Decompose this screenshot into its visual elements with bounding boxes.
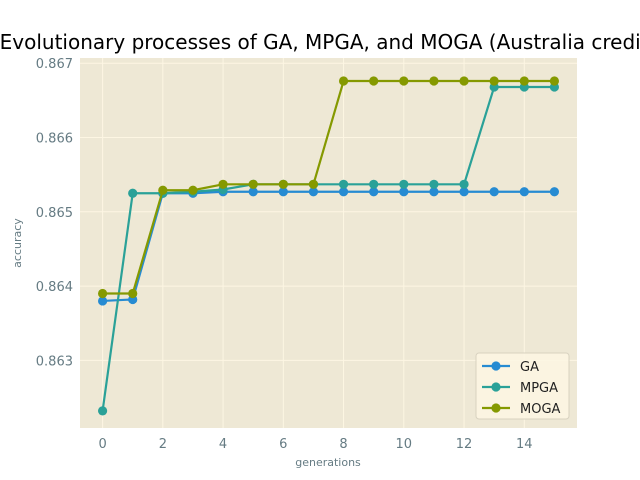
x-axis-label: generations [295, 456, 361, 469]
data-point-ga [369, 187, 379, 197]
x-tick-label: 6 [279, 437, 287, 452]
legend-box [475, 352, 570, 420]
tick-labels: 0 2 4 6 8 10 12 14 0.863 0.864 0.865 0.866 0.867 [36, 57, 533, 452]
y-tick-label: 0.866 [36, 131, 73, 146]
data-point-ga [489, 187, 499, 197]
x-tick-label: 8 [339, 437, 347, 452]
legend: GA MPGA MOGA [475, 352, 570, 420]
data-point-moga [429, 76, 439, 86]
data-point-moga [97, 288, 108, 299]
data-point-moga [188, 185, 198, 195]
x-tick-label: 4 [219, 437, 227, 452]
x-tick-label: 14 [516, 437, 533, 452]
data-point-ga [308, 187, 319, 197]
x-tick-label: 2 [159, 437, 167, 452]
data-point-mpga [429, 179, 439, 189]
legend-item-moga: MOGA [482, 402, 561, 417]
chart-title: Evolutionary processes of GA, MPGA, and … [0, 30, 640, 54]
data-point-ga [278, 187, 288, 197]
series-line-moga [102, 79, 555, 295]
y-tick-label: 0.865 [36, 206, 73, 221]
data-point-ga [549, 187, 560, 197]
data-point-ga [97, 296, 108, 306]
y-tick-label: 0.867 [36, 57, 73, 72]
data-point-moga [399, 76, 409, 86]
x-tick-label: 10 [396, 437, 413, 452]
data-point-ga [429, 187, 439, 197]
legend-marker [491, 403, 501, 413]
data-point-mpga [97, 406, 108, 416]
data-point-ga [519, 187, 529, 197]
data-point-mpga [338, 179, 349, 189]
data-point-moga [278, 179, 288, 189]
data-point-moga [218, 179, 228, 189]
x-tick-label: 0 [98, 437, 106, 452]
data-point-ga [399, 187, 409, 197]
data-point-moga [459, 76, 469, 86]
data-point-moga [549, 76, 560, 86]
x-tick-label: 12 [456, 437, 473, 452]
data-point-mpga [369, 179, 379, 189]
series-layer [97, 76, 560, 416]
legend-marker [491, 382, 501, 392]
data-point-moga [308, 179, 319, 189]
legend-item-ga: GA [482, 360, 539, 375]
data-point-ga [459, 187, 469, 197]
data-point-moga [519, 76, 529, 86]
series-moga [97, 76, 560, 299]
y-tick-label: 0.863 [36, 354, 73, 369]
legend-item-mpga: MPGA [482, 381, 558, 396]
data-point-mpga [128, 188, 138, 198]
legend-marker [491, 361, 501, 371]
series-line-mpga [101, 85, 555, 412]
data-point-moga [338, 76, 349, 86]
legend-label: MOGA [520, 402, 561, 417]
grid-lines [80, 58, 577, 428]
data-point-moga [248, 179, 258, 189]
data-point-moga [128, 288, 138, 299]
data-point-mpga [399, 179, 409, 189]
data-point-moga [369, 76, 379, 86]
legend-label: MPGA [520, 381, 558, 396]
data-point-ga [248, 187, 258, 197]
y-tick-label: 0.864 [36, 280, 73, 295]
data-point-moga [158, 185, 168, 195]
legend-label: GA [520, 360, 539, 375]
data-point-mpga [459, 179, 469, 189]
data-point-ga [338, 187, 349, 197]
data-point-moga [489, 76, 499, 86]
y-axis-label: accuracy [11, 218, 24, 268]
